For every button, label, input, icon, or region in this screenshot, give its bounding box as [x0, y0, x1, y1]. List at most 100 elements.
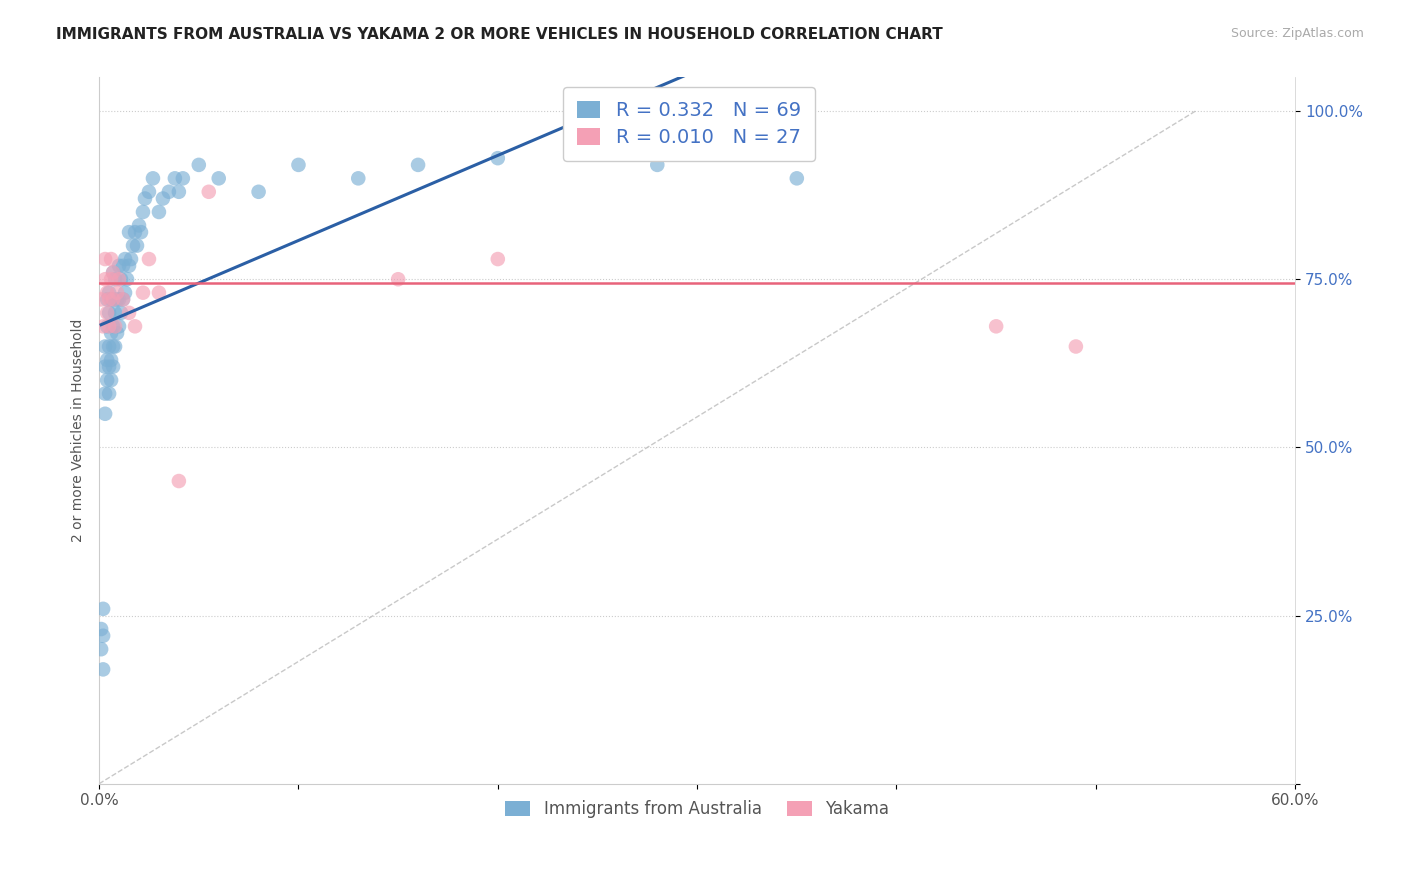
Point: [108, 259, 131, 273]
Point: [98, 285, 121, 300]
Point: [100, 326, 122, 340]
Point: [100, 353, 122, 368]
Point: [1064, 339, 1087, 353]
Point: [90, 622, 112, 636]
Point: [90, 293, 112, 307]
Point: [108, 319, 131, 334]
Point: [115, 272, 138, 286]
Point: [101, 293, 124, 307]
Point: [100, 293, 122, 307]
Point: [172, 171, 194, 186]
Point: [124, 319, 146, 334]
Point: [91, 629, 114, 643]
Point: [98, 319, 121, 334]
Point: [98, 339, 121, 353]
Point: [124, 225, 146, 239]
Point: [108, 293, 131, 307]
Point: [163, 171, 186, 186]
Point: [100, 373, 122, 387]
Point: [114, 252, 136, 266]
Point: [100, 272, 122, 286]
Point: [157, 185, 180, 199]
Point: [94, 359, 117, 374]
Point: [287, 158, 309, 172]
Point: [98, 306, 121, 320]
Point: [94, 339, 117, 353]
Point: [101, 293, 124, 307]
Point: [118, 306, 141, 320]
Point: [112, 259, 135, 273]
Point: [387, 272, 409, 286]
Point: [110, 272, 132, 286]
Point: [984, 319, 1007, 334]
Point: [101, 339, 124, 353]
Point: [91, 319, 114, 334]
Point: [187, 158, 209, 172]
Point: [105, 285, 128, 300]
Point: [138, 185, 160, 199]
Point: [122, 238, 145, 252]
Point: [101, 359, 124, 374]
Point: [98, 386, 121, 401]
Text: IMMIGRANTS FROM AUSTRALIA VS YAKAMA 2 OR MORE VEHICLES IN HOUSEHOLD CORRELATION : IMMIGRANTS FROM AUSTRALIA VS YAKAMA 2 OR…: [56, 27, 943, 42]
Point: [347, 171, 370, 186]
Point: [96, 373, 118, 387]
Point: [100, 252, 122, 266]
Point: [486, 252, 509, 266]
Point: [142, 171, 165, 186]
Point: [96, 353, 118, 368]
Point: [101, 266, 124, 280]
Point: [148, 205, 170, 219]
Point: [167, 185, 190, 199]
Point: [112, 293, 135, 307]
Point: [105, 326, 128, 340]
Point: [96, 306, 118, 320]
Point: [104, 272, 127, 286]
Point: [132, 285, 155, 300]
Point: [129, 225, 152, 239]
Point: [96, 285, 118, 300]
Text: Source: ZipAtlas.com: Source: ZipAtlas.com: [1230, 27, 1364, 40]
Point: [134, 192, 156, 206]
Point: [94, 252, 117, 266]
Point: [197, 185, 219, 199]
Point: [406, 158, 429, 172]
Legend: Immigrants from Australia, Yakama: Immigrants from Australia, Yakama: [499, 794, 896, 825]
Point: [96, 293, 118, 307]
Point: [208, 171, 231, 186]
Point: [98, 359, 121, 374]
Point: [152, 192, 174, 206]
Point: [645, 158, 668, 172]
Point: [104, 339, 127, 353]
Point: [486, 151, 509, 165]
Point: [138, 252, 160, 266]
Point: [96, 319, 118, 334]
Point: [132, 205, 155, 219]
Point: [104, 319, 127, 334]
Point: [108, 272, 131, 286]
Point: [101, 319, 124, 334]
Point: [112, 293, 135, 307]
Point: [128, 219, 150, 233]
Point: [94, 272, 117, 286]
Point: [120, 252, 142, 266]
Point: [94, 386, 117, 401]
Point: [167, 474, 190, 488]
Point: [148, 285, 170, 300]
Point: [118, 259, 141, 273]
Y-axis label: 2 or more Vehicles in Household: 2 or more Vehicles in Household: [72, 319, 86, 542]
Point: [786, 171, 808, 186]
Point: [90, 642, 112, 657]
Point: [105, 293, 128, 307]
Point: [125, 238, 148, 252]
Point: [247, 185, 270, 199]
Point: [91, 602, 114, 616]
Point: [91, 662, 114, 676]
Point: [118, 225, 141, 239]
Point: [110, 306, 132, 320]
Point: [101, 266, 124, 280]
Point: [114, 285, 136, 300]
Point: [94, 407, 117, 421]
Point: [104, 306, 127, 320]
Point: [98, 293, 121, 307]
